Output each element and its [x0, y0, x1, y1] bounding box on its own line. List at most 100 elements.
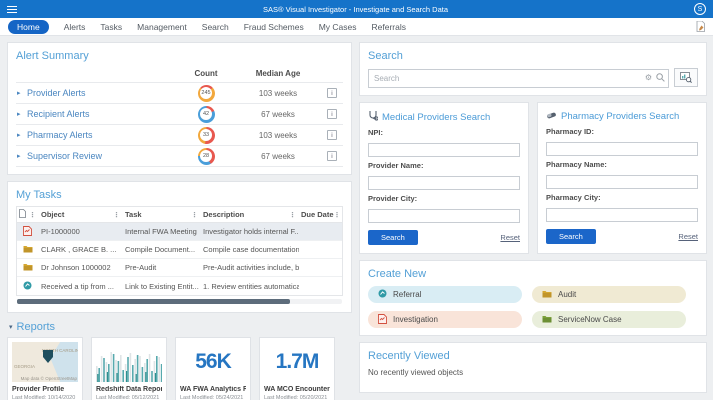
pharmacy-reset-link[interactable]: Reset — [678, 232, 698, 241]
column-menu-icon[interactable]: ⋮ — [113, 211, 120, 219]
npi-field[interactable] — [368, 142, 520, 157]
gear-icon[interactable]: ⚙ — [644, 72, 652, 82]
nav-tab-search[interactable]: Search — [201, 21, 229, 32]
task-row[interactable]: PI-1000000 Internal FWA Meeting Investig… — [17, 223, 342, 241]
alert-summary-panel: Alert Summary Count Median Age ▸ Provide… — [7, 42, 352, 175]
pill-label: Investigation — [393, 315, 438, 324]
search-icon[interactable] — [656, 73, 665, 82]
create-audit-button[interactable]: Audit — [532, 286, 686, 303]
median-age-value: 67 weeks — [261, 109, 295, 119]
pharmacy-id-field[interactable] — [546, 141, 698, 156]
report-name: WA MCO Encounters ... — [264, 386, 330, 393]
scrollbar-thumb[interactable] — [17, 299, 290, 304]
count-donut: 28 — [197, 147, 215, 165]
nav-tab-fraud-schemes[interactable]: Fraud Schemes — [243, 21, 304, 32]
medical-search-button[interactable]: Search — [368, 230, 418, 245]
reports-header[interactable]: ▾ Reports — [9, 321, 352, 333]
info-icon[interactable]: i — [327, 88, 337, 98]
create-investigation-button[interactable]: Investigation — [368, 311, 522, 328]
nav-tab-tasks[interactable]: Tasks — [100, 21, 123, 32]
task-row[interactable]: CLARK , GRACE B. ... Compile Document...… — [17, 241, 342, 259]
report-name: Redshift Data Report — [96, 386, 162, 393]
report-tile-wa-mco[interactable]: 1.7M WA MCO Encounters ... Last Modified… — [259, 337, 335, 400]
info-icon[interactable]: i — [327, 109, 337, 119]
alert-row-provider[interactable]: ▸ Provider Alerts 245 103 weeks i — [16, 82, 343, 103]
collapse-caret-icon[interactable]: ▾ — [9, 324, 13, 331]
reports-title: Reports — [16, 321, 56, 333]
column-menu-icon[interactable]: ⋮ — [191, 211, 198, 219]
pharmacy-providers-card: Pharmacy Providers Search Pharmacy ID: P… — [537, 102, 707, 254]
provider-name-label: Provider Name: — [368, 161, 424, 170]
info-icon[interactable]: i — [327, 151, 337, 161]
provider-city-field[interactable] — [368, 208, 520, 223]
alert-row-label[interactable]: Recipient Alerts — [27, 109, 90, 119]
menu-icon[interactable] — [7, 5, 17, 13]
create-referral-button[interactable]: Referral — [368, 286, 522, 303]
alert-row-label[interactable]: Supervisor Review — [27, 151, 103, 161]
advanced-search-button[interactable] — [674, 68, 698, 87]
report-tile-redshift[interactable]: Redshift Data Report Last Modified: 05/1… — [91, 337, 167, 400]
nav-tab-alerts[interactable]: Alerts — [63, 21, 86, 32]
task-row[interactable]: Received a tip from ... Link to Existing… — [17, 277, 342, 295]
description-column-header[interactable]: Description — [203, 210, 245, 219]
recently-viewed-empty-message: No recently viewed objects — [368, 368, 464, 377]
expand-caret-icon[interactable]: ▸ — [17, 111, 21, 118]
tasks-table: ⋮ Object ⋮ Task ⋮ Description ⋮ Due Date ⋮ P… — [16, 206, 343, 296]
my-tasks-panel: My Tasks ⋮ Object ⋮ Task ⋮ Description ⋮ Du… — [7, 181, 352, 313]
servicenow-folder-icon — [542, 315, 552, 325]
horizontal-scrollbar[interactable] — [17, 299, 342, 304]
median-age-value: 67 weeks — [261, 151, 295, 161]
nav-tab-my-cases[interactable]: My Cases — [318, 21, 357, 32]
count-column-header: Count — [194, 69, 218, 78]
reports-section: ▾ Reports NORTH CAROLINA GEORGIA Map dat… — [7, 319, 352, 400]
median-age-value: 103 weeks — [258, 88, 298, 98]
medical-providers-card: Medical Providers Search NPI: Provider N… — [359, 102, 529, 254]
task-column-header[interactable]: Task — [125, 210, 142, 219]
create-servicenow-case-button[interactable]: ServiceNow Case — [532, 311, 686, 328]
task-row[interactable]: Dr Johnson 1000002 Pre-Audit Pre-Audit a… — [17, 259, 342, 277]
audit-folder-icon — [23, 263, 33, 273]
column-menu-icon[interactable]: ⋮ — [333, 211, 341, 219]
pharmacy-name-field[interactable] — [546, 174, 698, 189]
alert-row-label[interactable]: Provider Alerts — [27, 88, 86, 98]
count-donut: 33 — [197, 126, 215, 144]
object-column-header[interactable]: Object — [41, 210, 65, 219]
expand-caret-icon[interactable]: ▸ — [17, 153, 21, 160]
kpi-value: 1.7M — [275, 350, 320, 373]
pill-label: Audit — [558, 290, 577, 299]
expand-caret-icon[interactable]: ▸ — [17, 132, 21, 139]
create-new-title: Create New — [368, 268, 427, 280]
pharmacy-search-title: Pharmacy Providers Search — [561, 111, 680, 122]
user-avatar[interactable]: S — [694, 3, 706, 15]
info-icon[interactable]: i — [327, 130, 337, 140]
application-bar: SAS® Visual Investigator - Investigate a… — [0, 0, 713, 18]
report-tile-provider-profile[interactable]: NORTH CAROLINA GEORGIA Map data © OpenSt… — [7, 337, 83, 400]
medical-reset-link[interactable]: Reset — [500, 233, 520, 242]
due-date-column-header[interactable]: Due Date — [301, 210, 334, 219]
pharmacy-city-field[interactable] — [546, 207, 698, 222]
pharmacy-city-label: Pharmacy City: — [546, 193, 601, 202]
nav-tab-home[interactable]: Home — [8, 19, 49, 34]
alert-row-recipient[interactable]: ▸ Recipient Alerts 42 67 weeks i — [16, 103, 343, 124]
nav-tab-management[interactable]: Management — [137, 21, 187, 32]
pill-label: Referral — [393, 290, 422, 299]
tasks-table-header: ⋮ Object ⋮ Task ⋮ Description ⋮ Due Date ⋮ — [17, 207, 342, 223]
recently-viewed-panel: Recently Viewed No recently viewed objec… — [359, 342, 707, 393]
expand-caret-icon[interactable]: ▸ — [17, 90, 21, 97]
app-title: SAS® Visual Investigator - Investigate a… — [262, 4, 449, 14]
search-input[interactable] — [368, 69, 669, 88]
alert-row-label[interactable]: Pharmacy Alerts — [27, 130, 93, 140]
alert-row-pharmacy[interactable]: ▸ Pharmacy Alerts 33 103 weeks i — [16, 124, 343, 145]
page-edit-icon[interactable] — [696, 21, 705, 32]
nav-tab-referrals[interactable]: Referrals — [371, 21, 406, 32]
provider-name-field[interactable] — [368, 175, 520, 190]
map-attribution: Map data © OpenStreetMap — [20, 376, 77, 381]
alert-row-supervisor[interactable]: ▸ Supervisor Review 28 67 weeks i — [16, 145, 343, 166]
pharmacy-search-button[interactable]: Search — [546, 229, 596, 244]
column-menu-icon[interactable]: ⋮ — [29, 211, 36, 219]
audit-folder-icon — [542, 290, 552, 300]
create-new-panel: Create New Referral Audit Investigation … — [359, 260, 707, 336]
map-pin-icon — [42, 350, 54, 368]
column-menu-icon[interactable]: ⋮ — [289, 211, 296, 219]
report-tile-wa-fwa[interactable]: 56K WA FWA Analytics Re... Last Modified… — [175, 337, 251, 400]
